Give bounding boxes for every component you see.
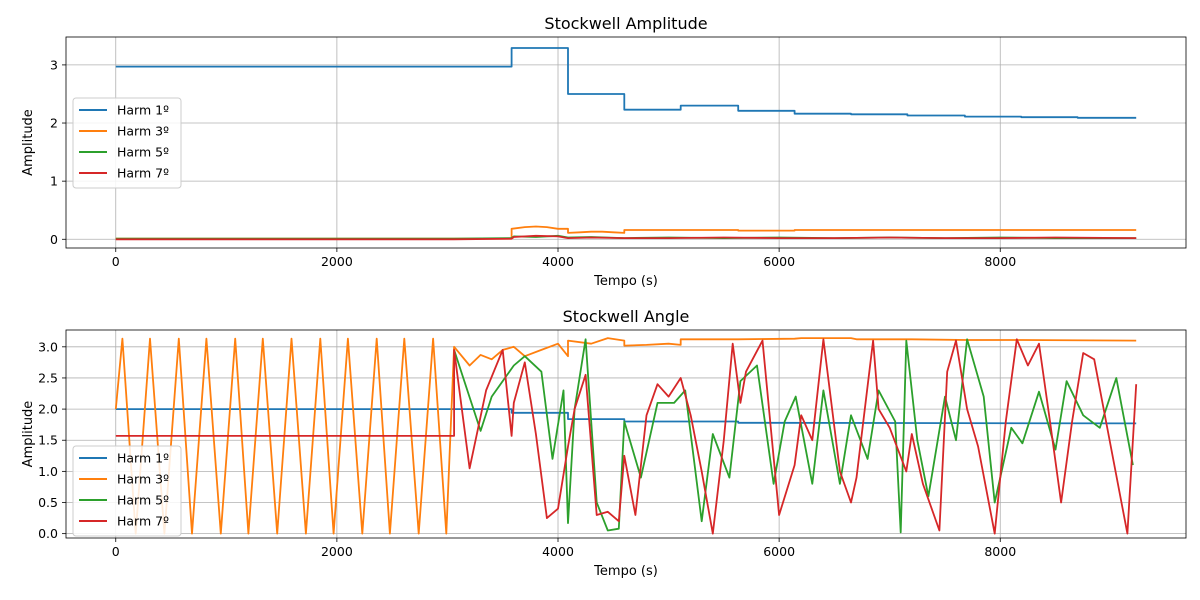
x-tick-label: 8000 bbox=[984, 544, 1016, 559]
y-tick-label: 1.0 bbox=[38, 464, 58, 479]
x-tick-label: 8000 bbox=[984, 254, 1016, 269]
legend: Harm 1º Harm 3º Harm 5º Harm 7º bbox=[72, 97, 182, 189]
series-line-harm-7 bbox=[115, 338, 1138, 535]
y-tick-label: 1.5 bbox=[38, 433, 58, 448]
y-tick-label: 0 bbox=[50, 232, 58, 247]
y-tick-label: 0.5 bbox=[38, 495, 58, 510]
x-axis-label: Tempo (s) bbox=[593, 564, 658, 579]
legend-label: Harm 1º bbox=[117, 451, 169, 466]
plot-frame bbox=[65, 329, 1187, 539]
y-axis-label: Amplitude bbox=[21, 401, 36, 468]
x-tick-label: 2000 bbox=[321, 254, 353, 269]
chart-title: Stockwell Amplitude bbox=[544, 14, 707, 33]
legend-label: Harm 3º bbox=[117, 472, 169, 487]
x-tick-label: 2000 bbox=[321, 544, 353, 559]
series-line-harm-1 bbox=[115, 408, 1137, 425]
series-line-harm-7 bbox=[115, 234, 1137, 241]
x-tick-label: 4000 bbox=[542, 254, 574, 269]
x-axis-label: Tempo (s) bbox=[593, 274, 658, 289]
stockwell-amplitude-chart: 0 2000 4000 6000 8000 0 1 2 3 Stockwell Amplitude… bbox=[21, 14, 1187, 289]
series-line-harm-3 bbox=[114, 337, 1137, 535]
y-axis-label: Amplitude bbox=[21, 109, 36, 176]
x-tick-label: 6000 bbox=[763, 544, 795, 559]
y-tick-label: 3.0 bbox=[38, 339, 58, 354]
y-tick-label: 0.0 bbox=[38, 526, 58, 541]
y-tick-label: 2.0 bbox=[38, 402, 58, 417]
chart-title: Stockwell Angle bbox=[563, 307, 690, 326]
legend-label: Harm 7º bbox=[117, 166, 169, 181]
x-tick-label: 4000 bbox=[542, 544, 574, 559]
legend-label: Harm 5º bbox=[117, 145, 169, 160]
legend-label: Harm 5º bbox=[117, 493, 169, 508]
legend: Harm 1º Harm 3º Harm 5º Harm 7º bbox=[72, 445, 182, 537]
legend-label: Harm 7º bbox=[117, 514, 169, 529]
legend-label: Harm 3º bbox=[117, 124, 169, 139]
plot-frame bbox=[65, 36, 1187, 249]
x-tick-label: 0 bbox=[112, 544, 120, 559]
y-tick-label: 2.5 bbox=[38, 370, 58, 385]
series-line-harm-1 bbox=[115, 47, 1137, 119]
x-tick-label: 6000 bbox=[763, 254, 795, 269]
series-line-harm-5 bbox=[453, 338, 1134, 534]
series-line-harm-3 bbox=[115, 225, 1137, 240]
x-tick-label: 0 bbox=[112, 254, 120, 269]
y-tick-label: 3 bbox=[50, 57, 58, 72]
y-tick-label: 2 bbox=[50, 116, 58, 131]
y-tick-label: 1 bbox=[50, 174, 58, 189]
stockwell-angle-chart: 0 2000 4000 6000 8000 0.0 0.5 1.0 1.5 2.0 2.5 3.0 St… bbox=[21, 307, 1187, 579]
legend-label: Harm 1º bbox=[117, 103, 169, 118]
